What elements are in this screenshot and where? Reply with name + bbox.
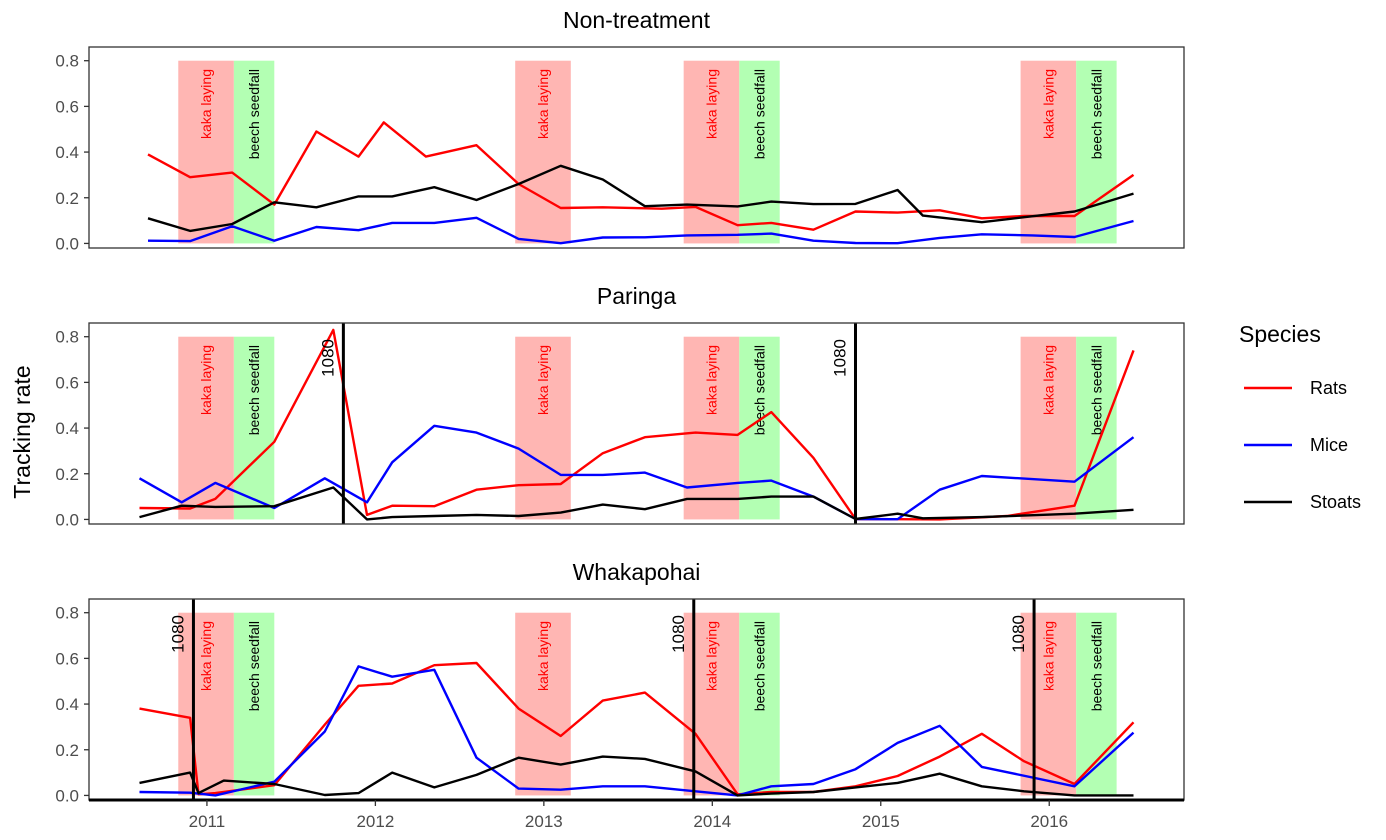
legend-title: Species [1239,321,1321,347]
kaka-band [683,336,740,520]
event-label: 1080 [1009,615,1028,653]
legend-label: Mice [1310,435,1348,455]
beech-band-label: beech seedfall [1088,345,1104,435]
series-line-stoats [139,755,1134,797]
kaka-band-label: kaka laying [535,69,551,139]
series-line-mice [138,424,1135,521]
kaka-band [1020,336,1077,520]
y-tick-label: 0.8 [55,52,79,71]
y-tick-label: 0.6 [55,97,79,116]
beech-band [1076,336,1117,520]
beech-band [739,60,780,244]
y-tick-label: 0.2 [55,741,79,760]
kaka-band-label: kaka laying [703,345,719,415]
panel-title: Non-treatment [563,7,711,33]
beech-band-label: beech seedfall [1088,69,1104,159]
beech-band-label: beech seedfall [751,69,767,159]
panel-border [88,46,1185,249]
series-line-mice [139,665,1135,797]
y-tick-label: 0.8 [55,604,79,623]
beech-band-label: beech seedfall [246,345,262,435]
series-line-rats [139,328,1135,521]
y-tick-label: 0.0 [55,234,79,253]
panel-title: Whakapohai [573,559,701,585]
y-tick-label: 0.4 [55,695,79,714]
kaka-band-label: kaka laying [1040,345,1056,415]
kaka-band-label: kaka laying [198,345,214,415]
panel-border [88,322,1185,525]
x-tick-label: 2013 [525,812,563,831]
event-label: 1080 [669,615,688,653]
beech-band-label: beech seedfall [246,621,262,711]
y-tick-label: 0.2 [55,189,79,208]
x-tick-label: 2011 [189,812,226,831]
y-tick-label: 0.6 [55,649,79,668]
y-tick-label: 0.6 [55,373,79,392]
kaka-band [178,60,234,244]
panel-2: Whakapohai kaka laying beech seedfall kaka … [55,559,1185,805]
beech-band-label: beech seedfall [751,345,767,435]
event-label: 1080 [318,339,337,377]
y-tick-label: 0.0 [55,786,79,805]
kaka-band [515,60,571,244]
x-tick-label: 2016 [1030,812,1068,831]
kaka-band-label: kaka laying [198,621,214,691]
y-tick-label: 0.4 [55,143,79,162]
panels: Non-treatment kaka laying beech seedfall ka… [55,7,1185,805]
y-tick-label: 0.8 [55,328,79,347]
series-line-rats [139,661,1135,796]
kaka-band-label: kaka laying [703,69,719,139]
series-line-stoats [139,486,1134,521]
x-tick-label: 2015 [862,812,900,831]
beech-band-label: beech seedfall [246,69,262,159]
beech-band [739,612,780,796]
kaka-band-label: kaka laying [535,621,551,691]
legend-label: Rats [1310,378,1347,398]
kaka-band-label: kaka laying [535,345,551,415]
legend-entries: Rats Mice Stoats [1244,378,1361,512]
beech-band [233,336,275,520]
beech-band-label: beech seedfall [751,621,767,711]
panel-0: Non-treatment kaka laying beech seedfall ka… [55,7,1185,253]
event-label: 1080 [831,339,850,377]
kaka-band [515,336,571,520]
legend-label: Stoats [1310,492,1361,512]
y-tick-label: 0.0 [55,510,79,529]
kaka-band-label: kaka laying [703,621,719,691]
panel-1: Paringa kaka laying beech seedfall kaka lay… [55,283,1185,529]
beech-band [1076,60,1117,244]
beech-band [233,612,275,796]
series-line-rats [147,121,1135,231]
kaka-band-label: kaka laying [1040,69,1056,139]
event-label: 1080 [168,615,187,653]
kaka-band-label: kaka laying [1040,621,1056,691]
series-line-stoats [147,164,1134,233]
kaka-band [178,612,234,796]
x-tick-label: 2012 [356,812,394,831]
kaka-band-label: kaka laying [198,69,214,139]
x-tick-label: 2014 [693,812,731,831]
y-tick-label: 0.2 [55,465,79,484]
y-axis-label: Tracking rate [9,365,35,498]
panel-title: Paringa [597,283,676,309]
x-axis: 2011 2012 2013 2014 2015 2016 [89,798,1184,831]
series-line-mice [147,216,1134,245]
legend: Species Rats Mice Stoats [1239,321,1361,512]
y-tick-label: 0.4 [55,419,79,438]
beech-band-label: beech seedfall [1088,621,1104,711]
